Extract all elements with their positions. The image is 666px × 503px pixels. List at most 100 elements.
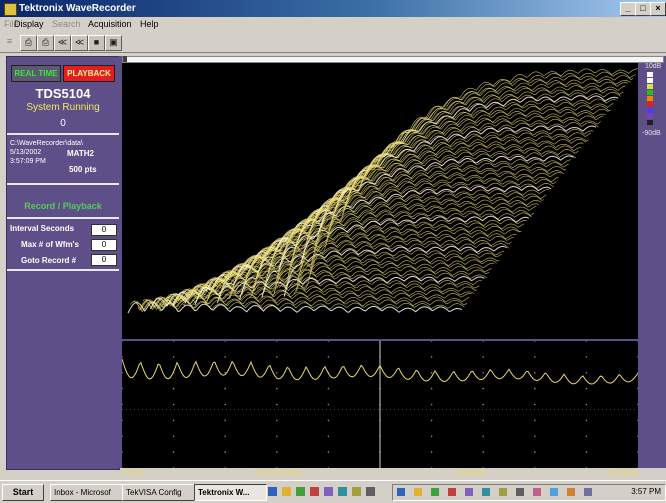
waterfall-trace: [256, 132, 592, 290]
grid-dot: [224, 372, 226, 374]
tray-icon[interactable]: [414, 488, 422, 496]
grid-dot: [637, 403, 638, 406]
maximize-button[interactable]: □: [635, 2, 651, 16]
task-tektronix[interactable]: Tektronix W...: [194, 484, 267, 501]
scale-swatch: [647, 114, 653, 119]
menu-display[interactable]: Display: [14, 19, 44, 29]
grid-dot: [276, 387, 278, 390]
waterfall-trace: [241, 152, 577, 296]
goto-record-input[interactable]: 0: [91, 254, 117, 266]
record-all-icon[interactable]: ≪: [71, 35, 88, 51]
slider-thumb[interactable]: [123, 56, 127, 62]
tray-icon[interactable]: [431, 488, 439, 496]
app-icon[interactable]: [338, 487, 347, 496]
grid-dot: [534, 356, 536, 358]
title-bar: Tektronix WaveRecorder _ □ ×: [0, 0, 666, 17]
app-icon[interactable]: [366, 487, 375, 496]
minimize-button[interactable]: _: [620, 2, 636, 16]
grid-dot: [430, 356, 433, 358]
waterfall-trace: [251, 139, 587, 296]
grid-dot: [327, 419, 330, 422]
waterfall-trace: [197, 212, 532, 298]
print-preview-icon[interactable]: ⎙: [37, 35, 54, 51]
tray-icon[interactable]: [584, 488, 592, 496]
interval-input[interactable]: 0: [91, 224, 117, 236]
tray-icon[interactable]: [465, 488, 473, 496]
points-label: 500 pts: [69, 165, 97, 174]
print-icon[interactable]: ⎙: [20, 35, 37, 51]
start-button[interactable]: Start: [2, 484, 44, 501]
grid-dot: [276, 435, 278, 438]
channel-label: MATH2: [67, 149, 94, 158]
task-inbox[interactable]: Inbox - Microsof: [50, 484, 123, 501]
scale-top-label: 10dB: [645, 63, 662, 70]
waterfall-trace: [207, 199, 542, 301]
record-slider[interactable]: [122, 56, 664, 63]
menu-search[interactable]: Search: [52, 19, 81, 29]
record-icon[interactable]: ≪: [54, 35, 71, 51]
grid-dot: [327, 467, 330, 468]
tray-icon[interactable]: [482, 488, 490, 496]
waterfall-trace: [224, 175, 559, 296]
menu-help[interactable]: Help: [140, 19, 159, 29]
tray-icon[interactable]: [448, 488, 456, 496]
grid-dot: [637, 451, 638, 453]
task-tekvisa[interactable]: TekVISA Config: [122, 484, 195, 501]
tray-icon[interactable]: [550, 488, 558, 496]
waterfall-trace: [172, 245, 507, 307]
taskbar: Start Inbox - Microsof TekVISA Config Te…: [0, 480, 666, 503]
grid-dot: [637, 435, 638, 438]
tray-icon[interactable]: [567, 488, 575, 496]
waterfall-trace: [288, 88, 624, 288]
tray-icon[interactable]: [397, 488, 405, 496]
menu-file[interactable]: File: [4, 19, 19, 29]
axis-hdiv-label: 6.250KHz/div: [255, 468, 303, 477]
waterfall-display: [122, 63, 638, 339]
grid-dot: [482, 341, 484, 342]
grid-dot: [637, 467, 638, 468]
max-wfm-input[interactable]: 0: [91, 239, 117, 251]
waterfall-trace: [157, 266, 492, 309]
waterfall-trace: [199, 209, 535, 297]
app-icon[interactable]: [268, 487, 277, 496]
grid-dot: [585, 387, 588, 390]
tray-icon[interactable]: [516, 488, 524, 496]
grid-dot: [276, 372, 278, 374]
menu-acquisition[interactable]: Acquisition: [88, 19, 132, 29]
grid-dot: [276, 419, 278, 422]
waterfall-trace: [264, 122, 599, 292]
grid-dot: [637, 387, 638, 390]
app-icon[interactable]: [310, 487, 319, 496]
grid-dot: [276, 451, 278, 453]
app-icon[interactable]: [296, 487, 305, 496]
grid-dot: [172, 435, 175, 438]
grid-dot: [534, 435, 536, 438]
grid-dot: [122, 356, 123, 358]
playback-button[interactable]: PLAYBACK: [63, 65, 115, 82]
system-status: System Running: [26, 102, 100, 113]
app-icon[interactable]: [324, 487, 333, 496]
real-time-button[interactable]: REAL TIME: [11, 65, 61, 82]
grid-dot: [224, 467, 226, 468]
grid-dot: [172, 341, 175, 342]
clock: 3:57 PM: [631, 487, 661, 496]
screen-icon[interactable]: ▣: [105, 35, 122, 51]
app-icon[interactable]: [352, 487, 361, 496]
scale-swatch: [647, 90, 653, 95]
tray-icon[interactable]: [533, 488, 541, 496]
grid-dot: [482, 387, 485, 390]
waterfall-trace: [177, 239, 512, 301]
grip-icon: ≡: [6, 36, 13, 46]
system-tray: 3:57 PM: [392, 484, 666, 501]
grid-dot: [122, 372, 123, 374]
grid-dot: [122, 435, 123, 438]
stop-icon[interactable]: ■: [88, 35, 105, 51]
grid-dot: [327, 451, 330, 453]
grid-dot: [430, 467, 433, 468]
grid-dot: [637, 419, 638, 422]
scale-swatch: [647, 120, 653, 125]
app-icon[interactable]: [282, 487, 291, 496]
close-button[interactable]: ×: [650, 2, 666, 16]
tray-icon[interactable]: [499, 488, 507, 496]
grid-dot: [585, 419, 588, 422]
